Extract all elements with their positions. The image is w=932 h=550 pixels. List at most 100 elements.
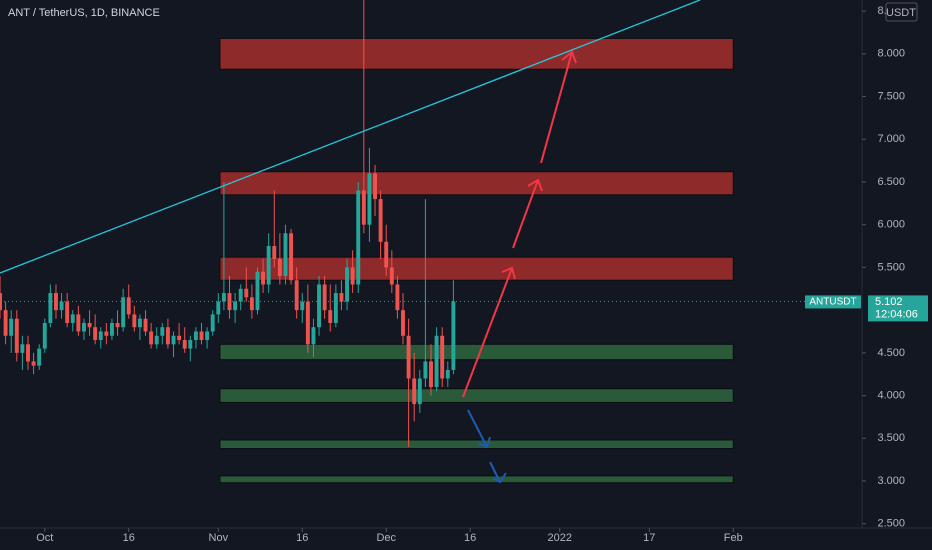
candle-body <box>76 314 81 332</box>
y-tick-label: 8.000 <box>877 48 905 60</box>
arrow <box>489 461 507 484</box>
candle-body <box>305 301 310 345</box>
candle-body <box>160 327 165 336</box>
candle-body <box>423 361 428 379</box>
arrow <box>467 409 491 449</box>
candle-body <box>255 271 260 311</box>
candle-body <box>451 301 456 370</box>
trend-line <box>0 0 701 274</box>
zone <box>219 37 734 70</box>
countdown-label: 12:04:06 <box>875 308 918 320</box>
zone <box>219 388 734 403</box>
x-tick-label: Nov <box>209 532 229 544</box>
candle-body <box>59 301 64 311</box>
candle-body <box>445 369 450 379</box>
candle-body <box>266 246 271 285</box>
quote-label: USDT <box>886 7 916 19</box>
candle-body <box>165 327 170 345</box>
candle-body <box>317 284 322 328</box>
candle-body <box>37 348 42 366</box>
candle-body <box>350 267 355 285</box>
candle-body <box>48 293 53 323</box>
candle-body <box>373 173 377 200</box>
candle-body <box>227 293 232 311</box>
candle-body <box>93 327 98 341</box>
candle-body <box>272 246 277 259</box>
title-bg <box>0 0 190 26</box>
candle-body <box>395 284 400 311</box>
candle-body <box>132 314 137 328</box>
quote-badge <box>885 2 918 22</box>
zone <box>219 439 734 450</box>
price-axis-bg <box>862 0 932 550</box>
candle-body <box>210 314 215 332</box>
arrow <box>512 178 543 249</box>
y-tick-label: 6.500 <box>877 176 905 188</box>
candle-body <box>389 267 394 285</box>
candle-body <box>249 297 254 311</box>
candle-body <box>434 335 439 388</box>
candle-body <box>384 241 389 268</box>
candle-body <box>199 331 204 341</box>
candle-body <box>216 301 221 315</box>
candle-body <box>361 190 366 225</box>
candle-body <box>171 335 176 345</box>
candle-body <box>406 335 411 379</box>
x-tick-label: 16 <box>464 532 476 544</box>
last-price-label: 5.102 <box>875 296 903 308</box>
candle-body <box>205 331 210 341</box>
candle-body <box>417 378 422 405</box>
candle-body <box>82 322 86 332</box>
candle-body <box>115 322 120 328</box>
candle-body <box>14 318 19 353</box>
candle-body <box>193 331 198 341</box>
zone <box>219 343 734 361</box>
arrow <box>462 266 516 398</box>
candle-body <box>3 310 8 336</box>
candle-body <box>54 293 58 311</box>
candle-body <box>31 361 36 366</box>
candle-body <box>126 297 131 315</box>
candle-body <box>238 288 243 302</box>
candle-body <box>356 190 361 285</box>
price-tag <box>868 295 928 322</box>
y-tick-label: 4.000 <box>877 389 905 401</box>
candle-body <box>300 301 305 311</box>
candle-body <box>154 335 159 345</box>
down-arrows <box>467 409 507 484</box>
candle-body <box>182 340 187 349</box>
y-tick-label: 4.500 <box>877 347 905 359</box>
candle-body <box>328 310 333 323</box>
candle-body <box>109 322 114 336</box>
x-tick-label: Oct <box>36 532 53 544</box>
candle-body <box>26 344 30 362</box>
candle-body <box>412 378 417 405</box>
chart-title: ANT / TetherUS, 1D, BINANCE <box>8 7 160 19</box>
zone <box>219 475 734 484</box>
candle-body <box>244 288 249 298</box>
x-tick-label: 16 <box>123 532 135 544</box>
candle-body <box>87 322 92 328</box>
candle-body <box>401 310 405 336</box>
y-tick-label: 6.000 <box>877 219 905 231</box>
candle-body <box>221 293 226 302</box>
candle-body <box>283 233 288 276</box>
candle-body <box>104 331 109 336</box>
candle-body <box>149 331 154 345</box>
x-tick-label: 16 <box>296 532 308 544</box>
symbol-tag <box>805 295 861 309</box>
candle-body <box>65 301 70 323</box>
candle-body <box>137 318 142 328</box>
candle-body <box>42 322 47 349</box>
candle-body <box>367 173 372 225</box>
candle-body <box>70 314 75 323</box>
candle-body <box>277 258 282 276</box>
candle-body <box>289 233 294 281</box>
x-tick-label: Feb <box>724 532 743 544</box>
candle-body <box>322 284 327 311</box>
y-tick-label: 3.000 <box>877 475 905 487</box>
candle-body <box>339 293 344 302</box>
candle-body <box>233 301 238 311</box>
candle-body <box>143 318 148 332</box>
x-tick-label: 17 <box>643 532 655 544</box>
